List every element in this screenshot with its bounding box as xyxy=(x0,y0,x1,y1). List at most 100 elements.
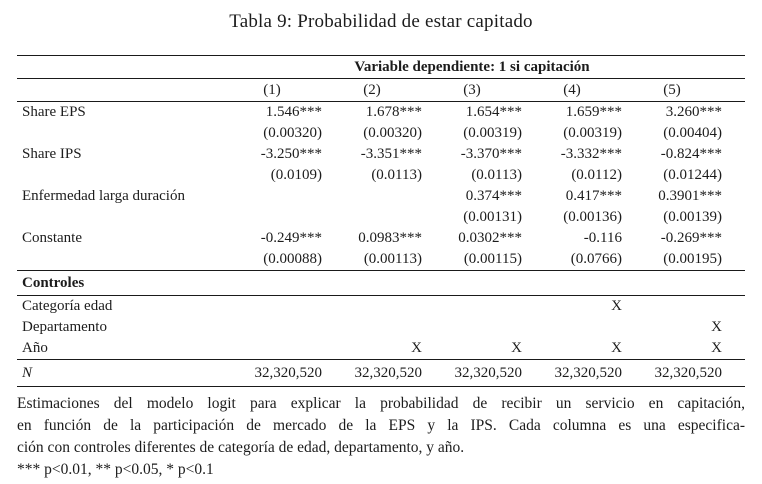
control-mark-cell: X xyxy=(611,298,622,314)
table-note-line: ción con controles diferentes de categor… xyxy=(17,439,465,456)
coefficient-row: Constante -0.249*** 0.0983*** 0.0302*** … xyxy=(17,228,745,249)
control-mark-cell xyxy=(222,338,322,360)
n-cell: 32,320,520 xyxy=(554,365,623,381)
controls-section-header-row: Controles xyxy=(17,270,746,296)
coef-cell: -0.249*** xyxy=(260,230,322,246)
spacer-cell xyxy=(17,249,222,271)
coef-cell: -3.250*** xyxy=(260,146,322,162)
spacer-cell xyxy=(17,123,222,144)
se-cell: (0.0113) xyxy=(371,167,422,183)
se-cell: (0.0112) xyxy=(571,167,622,183)
column-header-row: (1) (2) (3) (4) (5) xyxy=(17,79,746,102)
control-mark-cell xyxy=(322,317,422,338)
coef-cell: 0.417*** xyxy=(565,188,622,204)
row-label: Categoría edad xyxy=(22,298,113,314)
se-cell: (0.00139) xyxy=(663,209,723,225)
row-label: Share EPS xyxy=(22,104,86,120)
coef-cell xyxy=(222,186,322,207)
coef-cell xyxy=(322,186,422,207)
spacer-cell xyxy=(17,79,222,102)
row-label: Año xyxy=(22,340,48,356)
se-cell: (0.00136) xyxy=(563,209,622,225)
row-label: Enfermedad larga duración xyxy=(22,188,185,204)
se-row: (0.00320) (0.00320) (0.00319) (0.00319) … xyxy=(17,123,745,144)
se-cell: (0.00320) xyxy=(263,125,322,141)
coef-cell: 0.0983*** xyxy=(358,230,422,246)
control-row: Categoría edad X xyxy=(17,296,745,318)
se-cell: (0.00131) xyxy=(463,209,522,225)
control-mark-cell xyxy=(622,296,745,318)
coef-cell: 3.260*** xyxy=(665,104,723,120)
control-mark-cell xyxy=(522,317,622,338)
n-cell: 32,320,520 xyxy=(254,365,323,381)
coef-cell: -0.824*** xyxy=(660,146,723,162)
n-cell: 32,320,520 xyxy=(654,365,723,381)
row-label: Constante xyxy=(22,230,82,246)
control-row: Departamento X xyxy=(17,317,745,338)
spacer-cell xyxy=(17,56,222,79)
dependent-variable-header: Variable dependiente: 1 si capitación xyxy=(354,59,590,75)
spacer-cell xyxy=(17,165,222,186)
controls-section-header: Controles xyxy=(22,275,85,291)
control-mark-cell: X xyxy=(611,340,622,356)
column-header: (5) xyxy=(663,82,681,98)
table-notes: Estimaciones del modelo logit para expli… xyxy=(17,393,745,481)
control-mark-cell: X xyxy=(411,340,422,356)
coef-cell: 0.0302*** xyxy=(458,230,522,246)
control-mark-cell xyxy=(222,317,322,338)
n-cell: 32,320,520 xyxy=(354,365,423,381)
observations-row: N 32,320,520 32,320,520 32,320,520 32,32… xyxy=(17,359,746,387)
coef-cell: 0.3901*** xyxy=(658,188,723,204)
se-cell xyxy=(222,207,322,228)
column-header: (1) xyxy=(263,82,281,98)
coefficient-row: Share IPS -3.250*** -3.351*** -3.370*** … xyxy=(17,144,745,165)
spacer-cell xyxy=(17,207,222,228)
coef-cell: 1.659*** xyxy=(565,104,622,120)
coefficient-row: Share EPS 1.546*** 1.678*** 1.654*** 1.6… xyxy=(17,102,745,124)
table-title: Tabla 9: Probabilidad de estar capitado xyxy=(229,11,533,32)
se-cell: (0.00320) xyxy=(363,125,422,141)
coef-cell: 1.546*** xyxy=(265,104,322,120)
table-note-line: Estimaciones del modelo logit para expli… xyxy=(17,395,745,412)
coef-cell: -3.351*** xyxy=(360,146,422,162)
column-header: (2) xyxy=(363,82,381,98)
se-cell: (0.00195) xyxy=(663,251,723,267)
column-header: (3) xyxy=(463,82,481,98)
n-label: N xyxy=(22,365,33,381)
se-cell: (0.00115) xyxy=(463,251,522,267)
row-label: Share IPS xyxy=(22,146,82,162)
coef-cell: 1.654*** xyxy=(465,104,522,120)
se-cell xyxy=(322,207,422,228)
coef-cell: 1.678*** xyxy=(365,104,422,120)
se-cell: (0.0113) xyxy=(471,167,522,183)
coef-cell: -3.370*** xyxy=(460,146,522,162)
control-mark-cell xyxy=(422,317,522,338)
row-label: Departamento xyxy=(22,319,107,335)
coef-cell: -3.332*** xyxy=(560,146,622,162)
regression-table: Variable dependiente: 1 si capitación (1… xyxy=(17,55,746,387)
se-cell: (0.00088) xyxy=(263,251,322,267)
control-mark-cell: X xyxy=(711,340,723,356)
se-cell: (0.00319) xyxy=(463,125,522,141)
se-cell: (0.00319) xyxy=(563,125,622,141)
coefficient-row: Enfermedad larga duración 0.374*** 0.417… xyxy=(17,186,745,207)
se-cell: (0.0766) xyxy=(570,251,622,267)
se-row: (0.0109) (0.0113) (0.0113) (0.0112) (0.0… xyxy=(17,165,745,186)
se-cell: (0.01244) xyxy=(663,167,723,183)
se-row: (0.00131) (0.00136) (0.00139) xyxy=(17,207,745,228)
se-cell: (0.00404) xyxy=(663,125,723,141)
coef-cell: 0.374*** xyxy=(465,188,522,204)
control-mark-cell: X xyxy=(511,340,522,356)
se-row: (0.00088) (0.00113) (0.00115) (0.0766) (… xyxy=(17,249,745,271)
coef-cell: -0.269*** xyxy=(660,230,723,246)
coef-cell: -0.116 xyxy=(583,230,622,246)
table-note-line: en función de la participación de mercad… xyxy=(17,417,745,434)
control-mark-cell xyxy=(422,296,522,318)
significance-note: *** p<0.01, ** p<0.05, * p<0.1 xyxy=(17,461,214,478)
control-mark-cell xyxy=(222,296,322,318)
se-cell: (0.00113) xyxy=(363,251,422,267)
control-row: Año X X X X xyxy=(17,338,745,360)
control-mark-cell xyxy=(322,296,422,318)
column-header: (4) xyxy=(563,82,581,98)
